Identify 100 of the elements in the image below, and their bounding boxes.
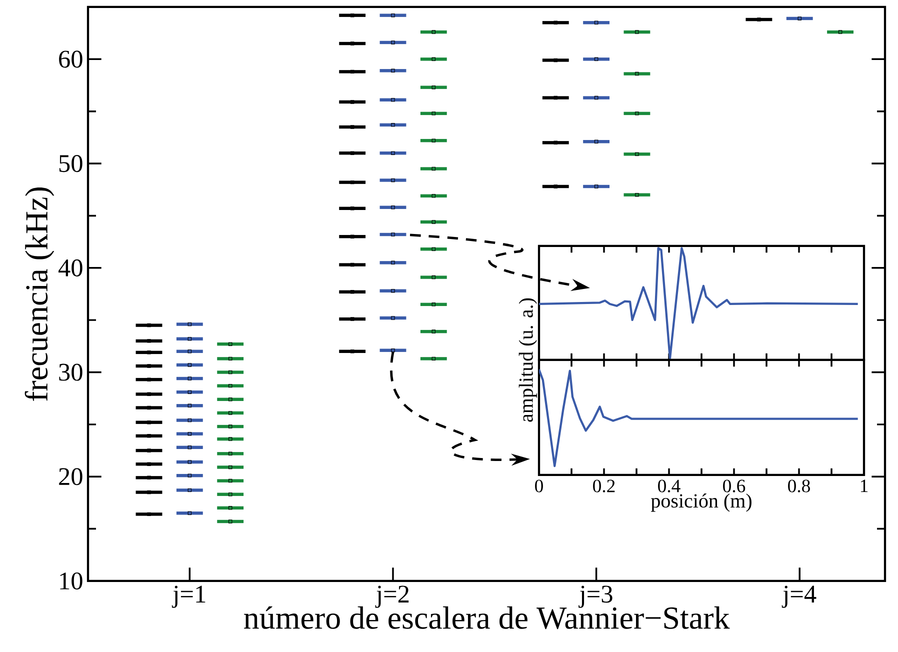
point — [838, 30, 842, 34]
point — [147, 462, 151, 466]
x-axis-title: posición (m) — [650, 494, 752, 512]
point — [432, 356, 436, 361]
point — [391, 205, 395, 210]
point — [350, 234, 354, 238]
point — [188, 488, 192, 492]
point — [350, 13, 354, 18]
point — [432, 30, 436, 34]
point — [350, 317, 354, 321]
point — [554, 96, 558, 100]
point — [188, 432, 192, 436]
point — [432, 166, 436, 171]
point — [188, 350, 192, 354]
point — [228, 370, 232, 374]
point — [228, 424, 232, 428]
point — [391, 348, 395, 352]
point — [594, 20, 598, 25]
x-tick-label: j=4 — [782, 586, 816, 608]
x-axis-title: número de escalera de Wannier−Stark — [244, 606, 730, 630]
point — [228, 411, 232, 415]
x-tick-label: 0.2 — [593, 480, 615, 492]
point — [635, 112, 639, 116]
point — [798, 16, 802, 20]
point — [554, 58, 558, 62]
point — [188, 363, 192, 367]
point — [432, 57, 436, 62]
point — [228, 506, 232, 510]
point — [391, 232, 395, 236]
point — [350, 125, 354, 129]
y-tick-label: 10 — [60, 572, 82, 590]
y-tick-label: 30 — [59, 364, 82, 381]
point — [635, 152, 639, 156]
x-tick-label: 0 — [535, 480, 543, 492]
x-tick-label: j=1 — [172, 586, 206, 608]
point — [635, 72, 639, 76]
point — [432, 247, 436, 251]
point — [350, 42, 354, 46]
point — [554, 140, 558, 145]
point — [228, 478, 232, 483]
y-axis-title: frecuencia (kHz) — [24, 187, 54, 401]
point — [147, 339, 151, 343]
point — [554, 20, 558, 25]
point — [635, 192, 639, 197]
point — [391, 13, 395, 18]
x-tick-label: 1 — [860, 480, 868, 492]
point — [391, 151, 395, 155]
x-tick-label: 0.6 — [723, 480, 746, 492]
point — [391, 288, 395, 293]
point — [391, 316, 395, 320]
point — [350, 206, 354, 210]
point — [554, 184, 558, 188]
point — [391, 123, 395, 127]
point — [188, 322, 192, 326]
point — [228, 342, 232, 346]
point — [432, 194, 436, 198]
y-axis-title: amplitud (u. a.) — [518, 298, 537, 422]
point — [228, 465, 232, 470]
point — [391, 260, 395, 265]
y-tick-label: 50 — [59, 155, 82, 172]
y-tick-label: 20 — [59, 468, 82, 486]
point — [350, 151, 354, 155]
point — [228, 520, 232, 524]
point — [635, 30, 639, 34]
point — [147, 364, 151, 368]
point — [147, 434, 151, 438]
point — [228, 452, 232, 456]
y-tick-label: 60 — [59, 50, 82, 68]
point — [432, 112, 436, 116]
x-tick-label: 0.4 — [658, 480, 680, 492]
point — [432, 138, 436, 142]
point — [432, 330, 436, 334]
point — [594, 140, 598, 144]
x-tick-label: j=3 — [578, 586, 612, 608]
point — [350, 100, 354, 104]
x-tick-label: j=2 — [375, 586, 409, 608]
point — [188, 404, 192, 408]
point — [188, 460, 192, 464]
point — [391, 98, 395, 102]
point — [432, 275, 436, 280]
point — [188, 376, 192, 380]
point — [228, 492, 232, 496]
point — [432, 85, 436, 90]
point — [432, 220, 436, 224]
point — [147, 378, 151, 382]
point — [757, 18, 761, 22]
point — [147, 448, 151, 452]
point — [391, 68, 395, 73]
point — [188, 418, 192, 422]
point — [391, 178, 395, 182]
y-tick-label: 40 — [58, 259, 82, 276]
point — [594, 57, 598, 62]
point — [350, 350, 354, 354]
point — [188, 511, 192, 516]
point — [228, 437, 232, 441]
point — [391, 40, 395, 44]
point — [188, 390, 192, 394]
point — [594, 184, 598, 188]
point — [147, 350, 151, 354]
point — [228, 384, 232, 388]
